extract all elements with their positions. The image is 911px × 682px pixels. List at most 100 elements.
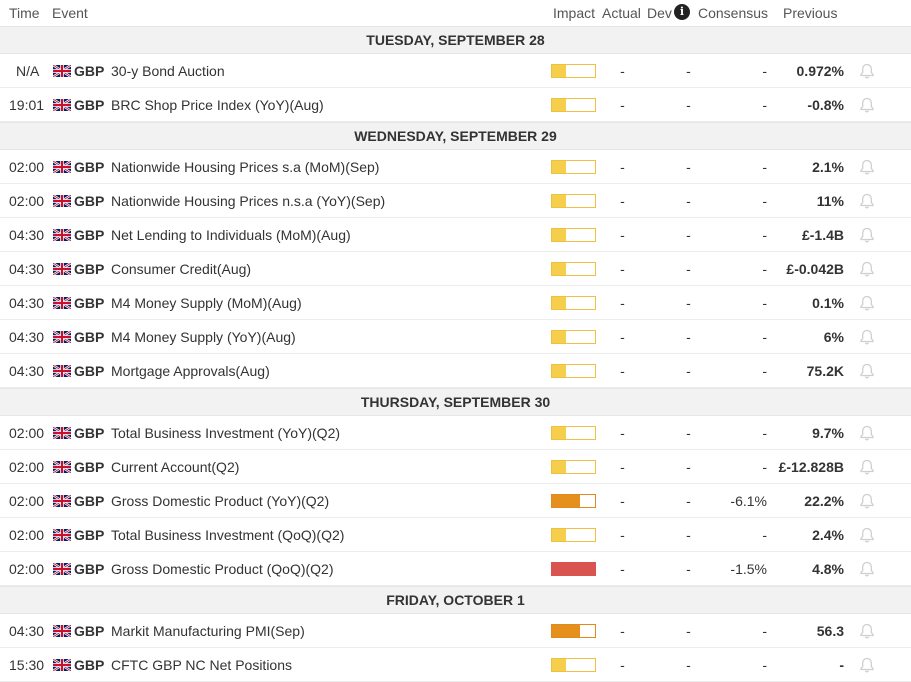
table-row[interactable]: 02:00 GBP Total Business Investment (QoQ)(… xyxy=(0,518,911,552)
impact-bar xyxy=(551,228,596,242)
uk-flag-icon xyxy=(53,263,71,275)
col-previous-header[interactable]: Previous xyxy=(783,5,838,21)
impact-fill xyxy=(552,331,567,343)
bell-icon[interactable] xyxy=(858,261,876,277)
col-dev-header[interactable]: Dev xyxy=(647,5,672,21)
consensus-value: - xyxy=(762,527,767,543)
consensus-value: -6.1% xyxy=(730,493,767,509)
table-row[interactable]: 19:01 GBP BRC Shop Price Index (YoY)(Aug) -… xyxy=(0,88,911,122)
event-name[interactable]: Gross Domestic Product (QoQ)(Q2) xyxy=(111,561,334,577)
uk-flag-icon xyxy=(53,161,71,173)
event-name[interactable]: Consumer Credit(Aug) xyxy=(111,261,252,277)
actual-value: - xyxy=(620,159,625,175)
table-row[interactable]: 04:30 GBP M4 Money Supply (YoY)(Aug) - - - 6% xyxy=(0,320,911,354)
table-row[interactable]: 15:30 GBP CFTC GBP NC Net Positions - - - - xyxy=(0,648,911,682)
table-row[interactable]: 02:00 GBP Current Account(Q2) - - - £-12.828B xyxy=(0,450,911,484)
bell-icon[interactable] xyxy=(858,329,876,345)
event-name[interactable]: BRC Shop Price Index (YoY)(Aug) xyxy=(111,97,324,113)
col-actual-header[interactable]: Actual xyxy=(602,5,641,21)
event-time: 15:30 xyxy=(9,657,45,673)
table-row[interactable]: 04:30 GBP Markit Manufacturing PMI(Sep) - - -… xyxy=(0,614,911,648)
event-name[interactable]: Markit Manufacturing PMI(Sep) xyxy=(111,623,305,639)
dev-value: - xyxy=(686,63,691,79)
col-event-header[interactable]: Event xyxy=(52,5,88,21)
event-name[interactable]: Nationwide Housing Prices n.s.a (YoY)(Se… xyxy=(111,193,386,209)
table-row[interactable]: 04:30 GBP Mortgage Approvals(Aug) - - - 75.2K xyxy=(0,354,911,388)
table-row[interactable]: N/A GBP 30-y Bond Auction - - - 0.972% xyxy=(0,54,911,88)
dev-value: - xyxy=(686,425,691,441)
bell-icon[interactable] xyxy=(858,363,876,379)
currency-code: GBP xyxy=(74,561,105,577)
event-name[interactable]: Total Business Investment (QoQ)(Q2) xyxy=(111,527,345,543)
bell-icon[interactable] xyxy=(858,425,876,441)
table-row[interactable]: 02:00 GBP Gross Domestic Product (YoY)(Q2)… xyxy=(0,484,911,518)
dev-value: - xyxy=(686,493,691,509)
event-time: 02:00 xyxy=(9,193,45,209)
bell-icon[interactable] xyxy=(858,657,876,673)
bell-icon[interactable] xyxy=(858,159,876,175)
dev-value: - xyxy=(686,363,691,379)
consensus-value: - xyxy=(762,63,767,79)
table-row[interactable]: 04:30 GBP M4 Money Supply (MoM)(Aug) - - - 0.1… xyxy=(0,286,911,320)
bell-icon[interactable] xyxy=(858,527,876,543)
previous-value: 22.2% xyxy=(804,493,844,509)
event-name[interactable]: Mortgage Approvals(Aug) xyxy=(111,363,270,379)
bell-icon[interactable] xyxy=(858,623,876,639)
bell-icon[interactable] xyxy=(858,193,876,209)
event-name[interactable]: 30-y Bond Auction xyxy=(111,63,225,79)
impact-fill xyxy=(552,659,567,671)
info-icon[interactable]: i xyxy=(674,4,690,20)
currency-code: GBP xyxy=(74,63,105,79)
bell-icon[interactable] xyxy=(858,227,876,243)
bell-icon[interactable] xyxy=(858,97,876,113)
consensus-value: - xyxy=(762,425,767,441)
table-row[interactable]: 02:00 GBP Gross Domestic Product (QoQ)(Q2)… xyxy=(0,552,911,586)
previous-value: £-12.828B xyxy=(778,459,844,475)
actual-value: - xyxy=(620,295,625,311)
table-row[interactable]: 02:00 GBP Total Business Investment (YoY)(… xyxy=(0,416,911,450)
uk-flag-icon xyxy=(53,461,71,473)
event-name[interactable]: Gross Domestic Product (YoY)(Q2) xyxy=(111,493,330,509)
event-name[interactable]: Current Account(Q2) xyxy=(111,459,240,475)
bell-icon[interactable] xyxy=(858,295,876,311)
col-impact-header[interactable]: Impact xyxy=(553,5,596,21)
table-row[interactable]: 02:00 GBP Nationwide Housing Prices s.a (M… xyxy=(0,150,911,184)
table-row[interactable]: 04:30 GBP Consumer Credit(Aug) - - - £-0.042B xyxy=(0,252,911,286)
bell-icon[interactable] xyxy=(858,493,876,509)
event-time: 04:30 xyxy=(9,295,45,311)
bell-icon[interactable] xyxy=(858,561,876,577)
dev-value: - xyxy=(686,623,691,639)
impact-bar xyxy=(551,460,596,474)
currency-code: GBP xyxy=(74,329,105,345)
impact-bar xyxy=(551,160,596,174)
uk-flag-icon xyxy=(53,229,71,241)
actual-value: - xyxy=(620,561,625,577)
col-consensus-header[interactable]: Consensus xyxy=(698,5,769,21)
impact-bar xyxy=(551,494,596,508)
event-name[interactable]: M4 Money Supply (MoM)(Aug) xyxy=(111,295,302,311)
event-name[interactable]: CFTC GBP NC Net Positions xyxy=(111,657,293,673)
event-name[interactable]: M4 Money Supply (YoY)(Aug) xyxy=(111,329,296,345)
currency-code: GBP xyxy=(74,193,105,209)
event-name[interactable]: Nationwide Housing Prices s.a (MoM)(Sep) xyxy=(111,159,380,175)
previous-value: 0.972% xyxy=(796,63,844,79)
bell-icon[interactable] xyxy=(858,63,876,79)
dev-value: - xyxy=(686,227,691,243)
col-time-header[interactable]: Time xyxy=(9,5,40,21)
currency-code: GBP xyxy=(74,493,105,509)
impact-fill xyxy=(552,99,567,111)
consensus-value: -1.5% xyxy=(730,561,767,577)
event-name[interactable]: Net Lending to Individuals (MoM)(Aug) xyxy=(111,227,351,243)
dev-value: - xyxy=(686,459,691,475)
event-name[interactable]: Total Business Investment (YoY)(Q2) xyxy=(111,425,341,441)
impact-bar xyxy=(551,98,596,112)
actual-value: - xyxy=(620,227,625,243)
event-time: 02:00 xyxy=(9,561,45,577)
consensus-value: - xyxy=(762,97,767,113)
bell-icon[interactable] xyxy=(858,459,876,475)
impact-fill xyxy=(552,297,567,309)
table-row[interactable]: 02:00 GBP Nationwide Housing Prices n.s.a … xyxy=(0,184,911,218)
table-row[interactable]: 04:30 GBP Net Lending to Individuals (MoM)… xyxy=(0,218,911,252)
uk-flag-icon xyxy=(53,659,71,671)
